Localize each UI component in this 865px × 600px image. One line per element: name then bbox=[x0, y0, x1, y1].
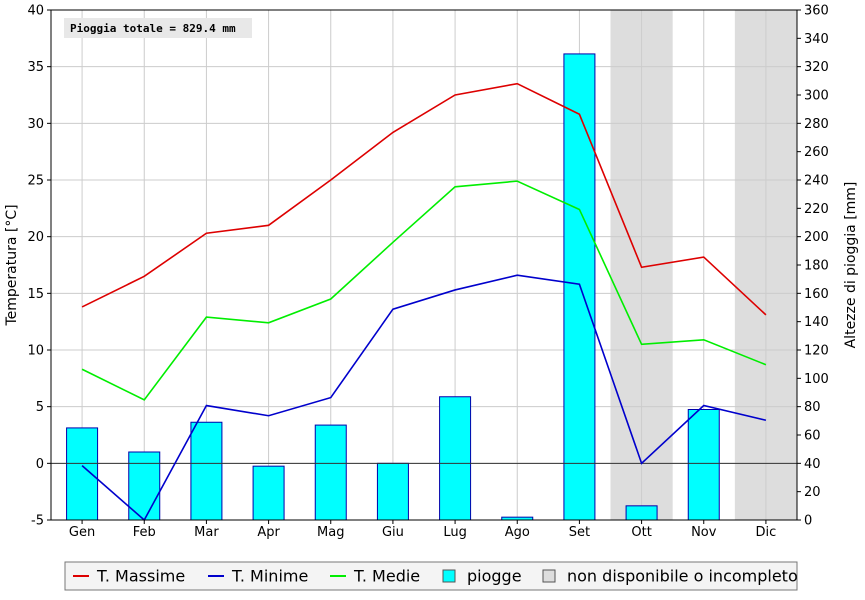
right-tick-label: 260 bbox=[804, 145, 829, 160]
right-tick-label: 20 bbox=[804, 485, 821, 500]
left-tick-label: 35 bbox=[27, 60, 44, 75]
left-tick-label: -5 bbox=[31, 514, 44, 529]
right-tick-label: 140 bbox=[804, 315, 829, 330]
right-tick-label: 200 bbox=[804, 230, 829, 245]
temperature-lines bbox=[81, 82, 767, 522]
rain-bar-giu bbox=[376, 462, 409, 521]
right-tick-label: 100 bbox=[804, 372, 829, 387]
left-tick-label: 30 bbox=[27, 117, 44, 132]
right-tick-label: 320 bbox=[804, 60, 829, 75]
rain-bar-gen bbox=[66, 427, 99, 521]
y-axis-right-title: Altezze di pioggia [mm] bbox=[843, 182, 859, 349]
right-tick-label: 40 bbox=[804, 457, 821, 472]
rain-bar-ott bbox=[625, 505, 658, 521]
right-tick-label: 220 bbox=[804, 202, 829, 217]
x-tick-label: Set bbox=[569, 525, 590, 540]
annotation-box bbox=[64, 18, 252, 38]
right-tick-label: 60 bbox=[804, 429, 821, 444]
x-tick-label: Mag bbox=[317, 525, 344, 540]
rain-bar-mag bbox=[314, 424, 347, 521]
rain-bar-lug bbox=[439, 396, 472, 521]
legend-swatch bbox=[442, 569, 456, 583]
x-tick-label: Feb bbox=[133, 525, 156, 540]
right-tick-label: 80 bbox=[804, 400, 821, 415]
right-axis-ticks: 0 20 40 60 80 100 120 140 160 180 200 220 240 260 280 3… bbox=[797, 4, 829, 529]
line-t-minime bbox=[81, 274, 767, 522]
legend: T. Massime T. Minime T. Medie piogge non dis… bbox=[64, 561, 798, 591]
left-tick-label: 25 bbox=[27, 174, 44, 189]
rain-bar-mar bbox=[190, 421, 223, 521]
total-rain-annotation: Pioggia totale = 829.4 mm bbox=[64, 18, 252, 38]
x-tick-label: Gen bbox=[69, 525, 95, 540]
x-tick-label: Lug bbox=[443, 525, 467, 540]
right-tick-label: 180 bbox=[804, 259, 829, 274]
x-tick-label: Ago bbox=[505, 525, 530, 540]
right-tick-label: 340 bbox=[804, 32, 829, 47]
right-tick-label: 120 bbox=[804, 344, 829, 359]
x-tick-label: Apr bbox=[257, 525, 280, 540]
y-axis-left-title: Temperatura [°C] bbox=[4, 204, 20, 326]
line-t-massime bbox=[81, 82, 767, 316]
left-tick-label: 15 bbox=[27, 287, 44, 302]
right-tick-label: 0 bbox=[804, 514, 812, 529]
x-tick-label: Dic bbox=[756, 525, 777, 540]
legend-swatch bbox=[542, 569, 556, 583]
left-axis-ticks: -5 0 5 10 15 20 25 30 35 40 bbox=[27, 4, 51, 529]
x-axis-ticks: Gen Feb Mar Apr Mag Giu Lug Ago Set Ott Nov Dic bbox=[69, 520, 776, 540]
legend-box bbox=[64, 561, 798, 591]
legend-label: non disponibile o incompleto bbox=[567, 567, 798, 586]
right-tick-label: 160 bbox=[804, 287, 829, 302]
x-tick-label: Ott bbox=[631, 525, 651, 540]
right-tick-label: 360 bbox=[804, 4, 829, 19]
rain-bar-nov bbox=[687, 409, 720, 521]
plot-frame bbox=[50, 9, 798, 521]
left-tick-label: 5 bbox=[36, 400, 44, 415]
grid bbox=[51, 9, 797, 521]
line-t-medie bbox=[81, 180, 767, 401]
left-tick-label: 40 bbox=[27, 4, 44, 19]
legend-label: T. Medie bbox=[353, 567, 420, 586]
legend-label: T. Massime bbox=[96, 567, 185, 586]
left-tick-label: 0 bbox=[36, 457, 44, 472]
left-tick-label: 20 bbox=[27, 230, 44, 245]
x-tick-label: Giu bbox=[382, 525, 404, 540]
annotation-text: Pioggia totale = 829.4 mm bbox=[70, 22, 236, 35]
left-tick-label: 10 bbox=[27, 344, 44, 359]
x-tick-label: Mar bbox=[194, 525, 219, 540]
right-tick-label: 240 bbox=[804, 174, 829, 189]
rain-bar-set bbox=[563, 53, 596, 521]
x-tick-label: Nov bbox=[691, 525, 717, 540]
rain-bar-apr bbox=[252, 465, 285, 521]
right-tick-label: 300 bbox=[804, 89, 829, 104]
legend-label: T. Minime bbox=[231, 567, 308, 586]
right-tick-label: 280 bbox=[804, 117, 829, 132]
legend-label: piogge bbox=[467, 567, 522, 586]
